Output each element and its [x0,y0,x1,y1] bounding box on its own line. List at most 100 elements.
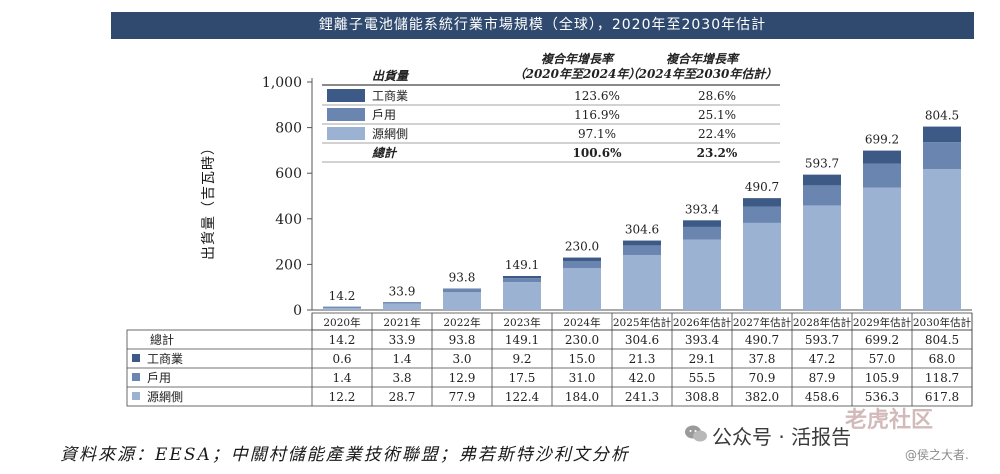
table-cell: 77.9 [449,390,476,404]
legend-series-name: 總計 [372,146,398,160]
table-header-cell: 2029年估計 [853,316,912,329]
bar-total-label: 804.5 [925,109,959,123]
legend-cagr-2024-2030: 28.6% [698,89,736,103]
bar-total-label: 14.2 [329,289,356,303]
table-cell: 31.0 [569,371,596,385]
bar-segment-grid-side [383,303,421,310]
table-cell: 308.8 [685,390,719,404]
bar-segment-commercial [923,126,961,143]
legend-cagr-2024-2030: 25.1% [698,108,736,122]
legend-cagr-2020-2024: 116.9% [574,108,620,122]
bar-segment-grid-side [863,187,901,310]
bar-segment-residential [383,302,421,304]
bar-segment-grid-side [923,169,961,310]
table-cell: 55.5 [689,371,716,385]
watermark-platform: 公众号 · 活报告 [712,425,852,449]
table-header-cell: 2027年估計 [733,316,792,329]
bar-total-label: 230.0 [565,240,599,254]
y-tick-label: 0 [293,303,302,319]
bar-segment-residential [503,278,541,283]
legend-cagr-2024-2030: 23.2% [697,146,738,160]
bar-segment-commercial [863,150,901,164]
legend-cagr-2024-2030: 22.4% [698,127,736,141]
bar-segment-commercial [323,306,361,308]
source-note: 資料來源：EESA；中關村儲能產業技術聯盟；弗若斯特沙利文分析 [60,445,630,465]
table-row-label: 戶用 [147,371,171,385]
table-cell: 68.0 [929,352,956,366]
table-cell: 536.3 [865,390,899,404]
table-cell: 37.8 [749,352,776,366]
legend-cagr-2020-2024: 123.6% [574,89,620,103]
bar-segment-residential [443,289,481,293]
table-cell: 87.9 [809,371,836,385]
table-cell: 241.3 [625,390,659,404]
bar-total-label: 699.2 [865,133,899,147]
bar-segment-commercial [743,198,781,207]
table-cell: 93.8 [449,333,476,347]
legend-cagr-2020-2024: 100.6% [573,146,623,160]
bar-segment-commercial [623,240,661,246]
bar-segment-residential [563,260,601,269]
y-tick-label: 1,000 [262,75,302,91]
table-cell: 21.3 [629,352,656,366]
y-tick-label: 400 [275,212,302,228]
table-cell: 617.8 [925,390,959,404]
table-row-swatch [132,373,140,381]
table-cell: 0.6 [332,352,351,366]
table-row-label: 總計 [150,332,174,347]
bar-segment-commercial [563,257,601,261]
table-cell: 47.2 [809,352,836,366]
watermark-author: @侯之大者. [905,448,969,462]
table-cell: 15.0 [569,352,596,366]
table-row-label: 源網側 [147,390,183,404]
table-header-cell: 2026年估計 [673,316,732,329]
table-cell: 593.7 [805,333,839,347]
table-cell: 1.4 [332,371,351,385]
bar-segment-grid-side [623,254,661,310]
bar-segment-grid-side [443,292,481,310]
cagr-header-2-period: （2024年至2030年估計） [627,67,778,81]
legend-header: 出貨量 [372,69,410,83]
bar-segment-residential [623,245,661,255]
table-cell: 42.0 [629,371,656,385]
cagr-header-1-period: （2020年至2024年） [514,67,641,81]
bar-segment-residential [743,206,781,223]
table-cell: 17.5 [509,371,536,385]
table-cell: 804.5 [925,333,959,347]
table-header-cell: 2024年 [563,316,600,329]
table-cell: 57.0 [869,352,896,366]
table-cell: 70.9 [749,371,776,385]
table-cell: 3.0 [452,352,471,366]
table-cell: 393.4 [685,333,720,347]
table-cell: 33.9 [389,333,416,347]
table-cell: 29.1 [689,352,716,366]
table-cell: 149.1 [505,333,539,347]
table-row-swatch [132,392,140,400]
legend-swatch [327,127,365,140]
cagr-header-2-title: 複合年增長率 [666,52,740,66]
table-cell: 3.8 [392,371,411,385]
bar-segment-commercial [803,174,841,186]
table-header-cell: 2030年估計 [913,316,972,329]
table-cell: 184.0 [565,390,599,404]
cagr-header-1-title: 複合年增長率 [541,52,615,66]
bar-segment-commercial [683,220,721,227]
watermark-logo: 老虎社区 [845,408,934,433]
table-cell: 28.7 [389,390,416,404]
table-header-cell: 2022年 [443,316,480,329]
legend-series-name: 戶用 [372,108,396,122]
table-header-cell: 2020年 [323,316,360,329]
bar-segment-residential [803,185,841,206]
bar-total-label: 304.6 [625,223,659,237]
bar-segment-grid-side [503,282,541,310]
table-cell: 699.2 [865,333,899,347]
table-cell: 118.7 [925,371,959,385]
table-cell: 458.6 [805,390,839,404]
wechat-icon [685,425,707,442]
table-row-label: 工商業 [147,351,183,366]
table-header-cell: 2028年估計 [793,316,852,329]
table-cell: 105.9 [865,371,899,385]
bar-segment-grid-side [743,222,781,310]
legend-swatch [327,108,365,121]
